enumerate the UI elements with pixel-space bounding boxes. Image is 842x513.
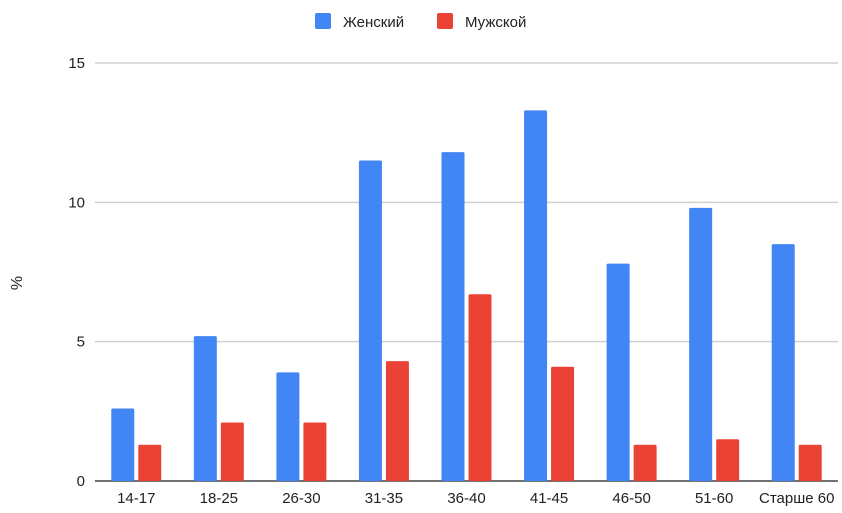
bar-male-2 <box>303 422 327 481</box>
x-tick-label: 41-45 <box>530 490 568 507</box>
bar-female-2 <box>276 372 300 481</box>
bar-female-5 <box>524 110 548 481</box>
x-tick-label: 36-40 <box>447 490 485 507</box>
y-tick-label: 15 <box>68 55 85 72</box>
bar-female-6 <box>606 263 630 481</box>
y-axis-title: % <box>9 276 26 290</box>
x-tick-label: 46-50 <box>612 490 650 507</box>
bar-male-6 <box>633 444 657 481</box>
x-tick-label: Старше 60 <box>759 490 834 507</box>
bars <box>111 110 822 482</box>
bar-male-0 <box>138 444 162 481</box>
x-tick-label: 31-35 <box>365 490 403 507</box>
legend-swatch-female <box>315 13 331 29</box>
bar-male-5 <box>551 366 575 481</box>
bar-male-7 <box>716 439 740 481</box>
y-tick-label: 10 <box>68 194 85 211</box>
bar-female-1 <box>193 336 217 481</box>
bar-female-3 <box>358 160 382 482</box>
gridlines <box>95 62 838 482</box>
legend-label-male: Мужской <box>465 14 526 31</box>
bar-male-3 <box>385 361 409 481</box>
y-tick-label: 0 <box>77 473 85 490</box>
bar-female-7 <box>689 207 713 481</box>
y-axis-ticks: 0 5 10 15 <box>68 55 85 490</box>
legend-swatch-male <box>437 13 453 29</box>
y-tick-label: 5 <box>77 334 85 351</box>
bar-female-4 <box>441 152 465 481</box>
x-tick-label: 26-30 <box>282 490 320 507</box>
bar-male-4 <box>468 294 492 481</box>
bar-male-1 <box>220 422 244 481</box>
legend: Женский Мужской <box>315 13 526 31</box>
x-tick-label: 51-60 <box>695 490 733 507</box>
x-axis-ticks: 14-17 18-25 26-30 31-35 36-40 41-45 46-50 51-60… <box>117 490 834 507</box>
legend-label-female: Женский <box>343 14 404 31</box>
bar-female-8 <box>771 244 795 481</box>
x-tick-label: 14-17 <box>117 490 155 507</box>
x-tick-label: 18-25 <box>200 490 238 507</box>
bar-female-0 <box>111 408 135 481</box>
bar-male-8 <box>798 444 822 481</box>
